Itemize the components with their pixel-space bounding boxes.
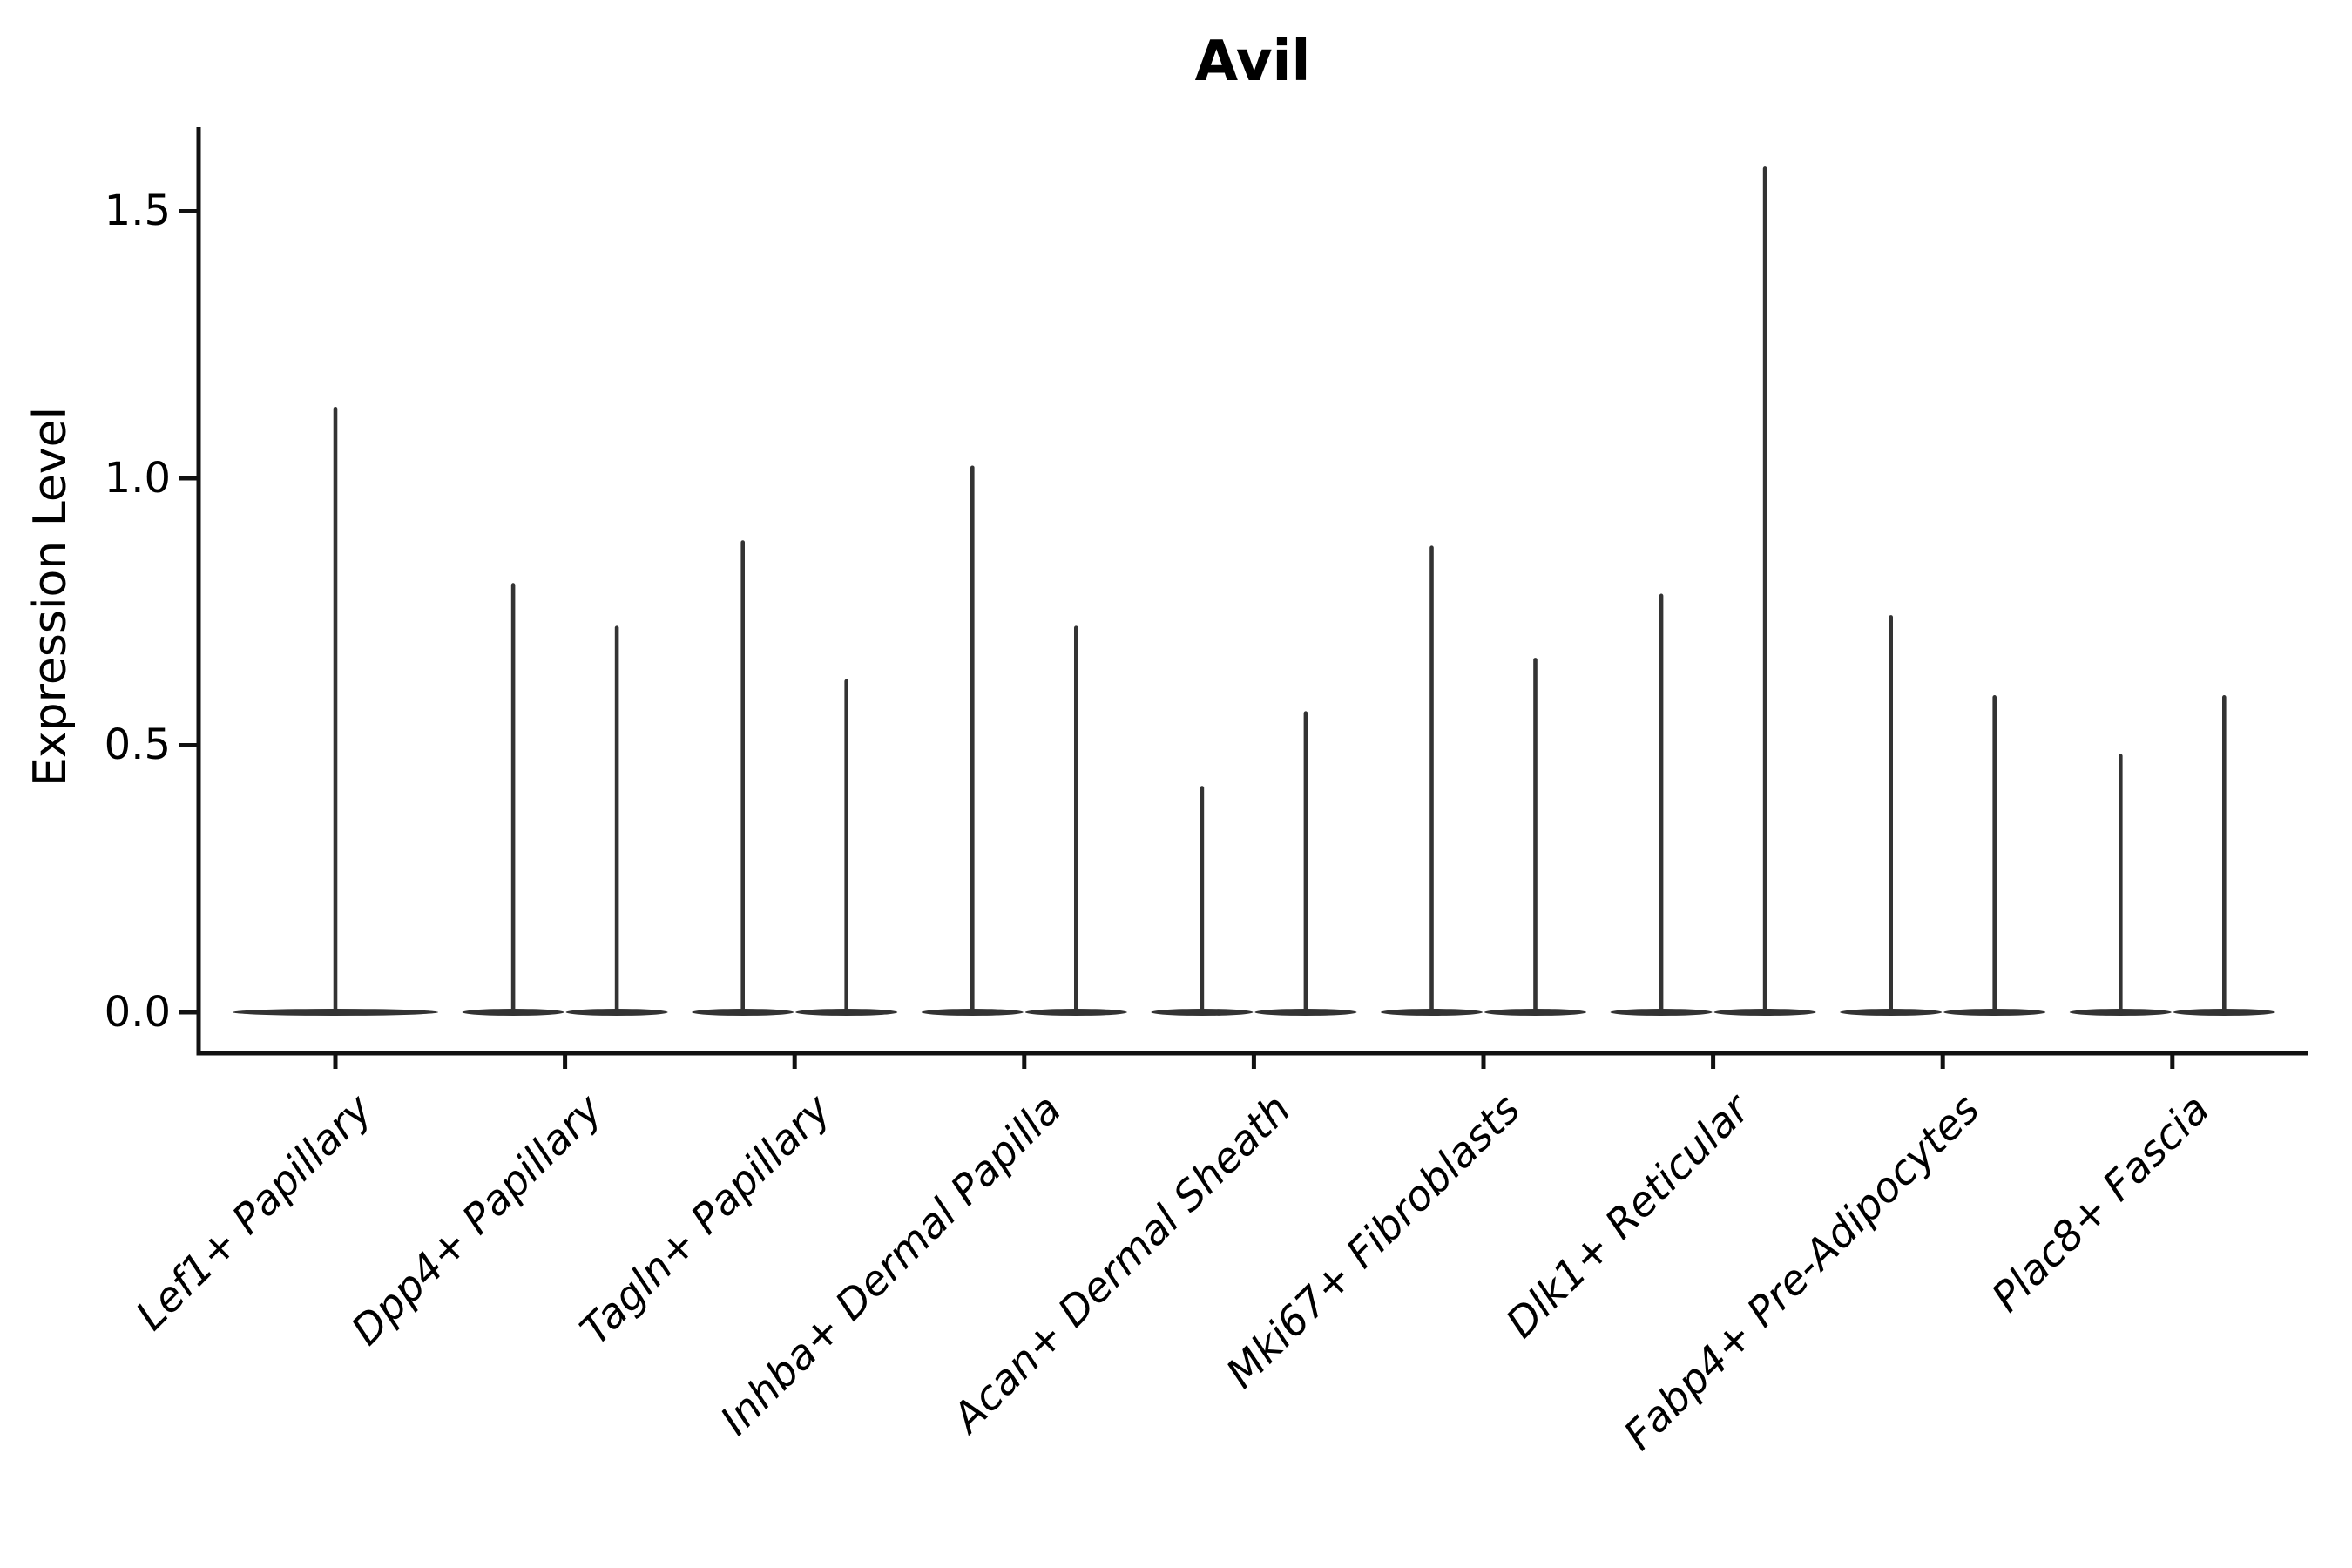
y-tick-label-1.5: 1.5 (104, 186, 171, 235)
y-tick-label-0.0: 0.0 (104, 988, 171, 1037)
y-tick-label-0.5: 0.5 (104, 720, 171, 769)
y-tick-label-1.0: 1.0 (104, 454, 171, 503)
plot-title: Avil (1194, 30, 1311, 94)
